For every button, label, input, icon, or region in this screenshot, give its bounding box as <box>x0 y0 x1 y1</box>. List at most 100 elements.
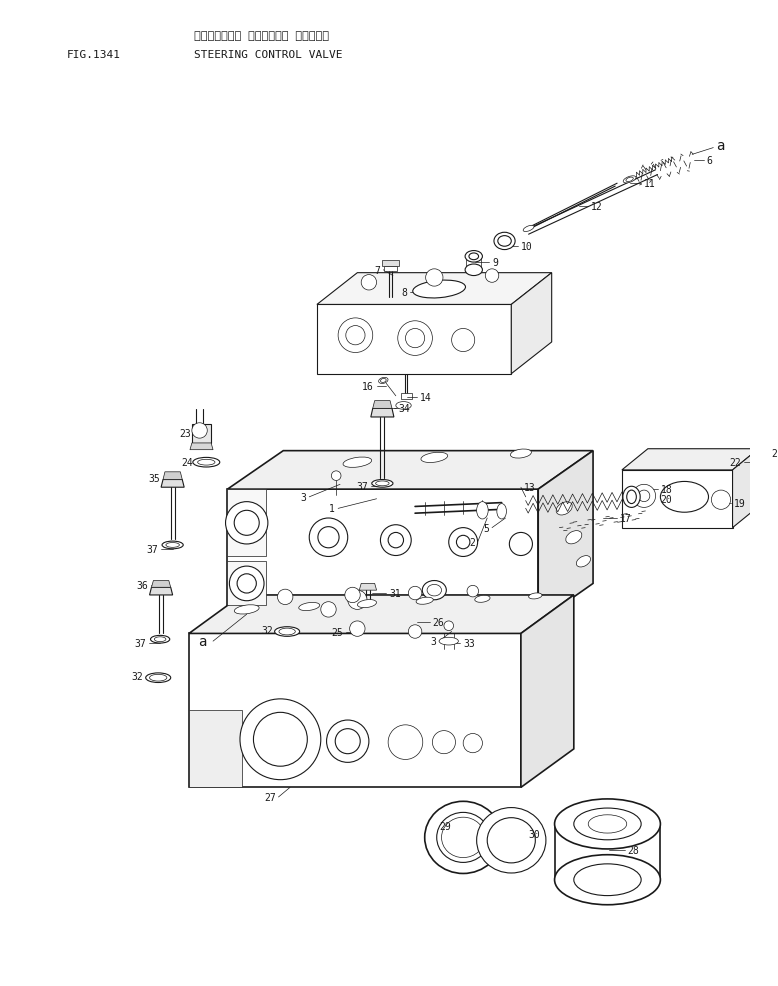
Text: 1: 1 <box>329 504 335 514</box>
Text: 12: 12 <box>591 202 603 212</box>
Circle shape <box>345 588 360 603</box>
Polygon shape <box>412 294 422 303</box>
Polygon shape <box>189 634 521 788</box>
Ellipse shape <box>436 812 489 863</box>
Circle shape <box>408 625 422 639</box>
Text: 37: 37 <box>146 544 158 554</box>
Text: 28: 28 <box>628 845 640 855</box>
Ellipse shape <box>162 541 183 549</box>
Circle shape <box>318 528 339 548</box>
Circle shape <box>638 491 650 502</box>
Polygon shape <box>227 562 266 605</box>
Text: 31: 31 <box>389 589 401 599</box>
Text: 34: 34 <box>398 404 411 414</box>
Circle shape <box>398 321 433 356</box>
Ellipse shape <box>475 596 490 602</box>
Ellipse shape <box>416 598 433 604</box>
Text: 32: 32 <box>131 671 143 681</box>
Ellipse shape <box>427 585 442 597</box>
Polygon shape <box>149 588 173 596</box>
Ellipse shape <box>555 799 661 849</box>
Polygon shape <box>192 424 211 444</box>
Circle shape <box>433 731 455 754</box>
Ellipse shape <box>422 581 447 600</box>
Circle shape <box>192 423 207 439</box>
Polygon shape <box>373 401 392 409</box>
Text: 35: 35 <box>149 473 160 483</box>
Polygon shape <box>227 452 593 490</box>
Ellipse shape <box>498 237 511 246</box>
Circle shape <box>388 532 404 548</box>
Circle shape <box>338 318 373 353</box>
Ellipse shape <box>487 817 535 863</box>
Ellipse shape <box>299 602 320 611</box>
Circle shape <box>348 591 367 609</box>
Ellipse shape <box>623 176 636 183</box>
Ellipse shape <box>379 378 388 385</box>
Ellipse shape <box>555 855 661 905</box>
Ellipse shape <box>588 815 627 833</box>
Text: 17: 17 <box>620 514 632 524</box>
Ellipse shape <box>234 605 259 614</box>
Ellipse shape <box>576 556 591 567</box>
Text: ステアリング゚ コントロール パルプ: ステアリング゚ コントロール パルプ <box>194 31 329 41</box>
Ellipse shape <box>477 502 488 520</box>
Circle shape <box>327 721 369 762</box>
Text: 3: 3 <box>430 637 436 647</box>
Circle shape <box>444 621 454 631</box>
Ellipse shape <box>380 379 386 383</box>
Polygon shape <box>622 450 759 470</box>
Circle shape <box>449 528 478 557</box>
Polygon shape <box>371 409 394 417</box>
Ellipse shape <box>357 599 377 608</box>
Polygon shape <box>538 452 593 622</box>
Polygon shape <box>163 472 182 480</box>
Text: 21: 21 <box>771 448 778 458</box>
Text: 32: 32 <box>261 625 272 635</box>
Ellipse shape <box>465 265 482 276</box>
Ellipse shape <box>574 864 641 895</box>
Ellipse shape <box>661 482 709 513</box>
Text: 14: 14 <box>420 392 432 402</box>
Circle shape <box>237 574 256 594</box>
Ellipse shape <box>465 251 482 263</box>
Circle shape <box>485 269 499 283</box>
Text: 33: 33 <box>463 638 475 649</box>
Circle shape <box>467 586 478 598</box>
Ellipse shape <box>149 674 166 681</box>
Polygon shape <box>190 444 213 451</box>
Circle shape <box>463 734 482 753</box>
Ellipse shape <box>566 531 582 544</box>
Text: 7: 7 <box>374 265 380 275</box>
Text: 11: 11 <box>644 179 656 189</box>
Text: 6: 6 <box>706 156 713 166</box>
Circle shape <box>380 526 412 556</box>
Circle shape <box>678 493 690 504</box>
Circle shape <box>226 502 268 544</box>
Ellipse shape <box>421 453 447 463</box>
Ellipse shape <box>425 802 502 874</box>
Ellipse shape <box>494 233 515 250</box>
Circle shape <box>309 519 348 557</box>
Text: a: a <box>717 139 724 153</box>
Ellipse shape <box>528 594 542 599</box>
Text: 27: 27 <box>264 792 275 803</box>
Ellipse shape <box>510 450 531 458</box>
Text: 8: 8 <box>401 288 408 298</box>
Circle shape <box>633 485 656 508</box>
Text: 37: 37 <box>134 638 145 649</box>
Ellipse shape <box>574 809 641 840</box>
Ellipse shape <box>166 543 180 548</box>
Text: 13: 13 <box>524 483 535 493</box>
Text: 30: 30 <box>528 828 541 839</box>
Circle shape <box>388 725 422 759</box>
Ellipse shape <box>145 673 170 683</box>
Text: FIG.1341: FIG.1341 <box>67 50 121 60</box>
Ellipse shape <box>372 480 393 488</box>
Text: 20: 20 <box>661 494 672 504</box>
Polygon shape <box>511 273 552 375</box>
Polygon shape <box>384 266 397 271</box>
Ellipse shape <box>275 627 300 637</box>
Ellipse shape <box>439 638 458 645</box>
Ellipse shape <box>154 637 166 642</box>
